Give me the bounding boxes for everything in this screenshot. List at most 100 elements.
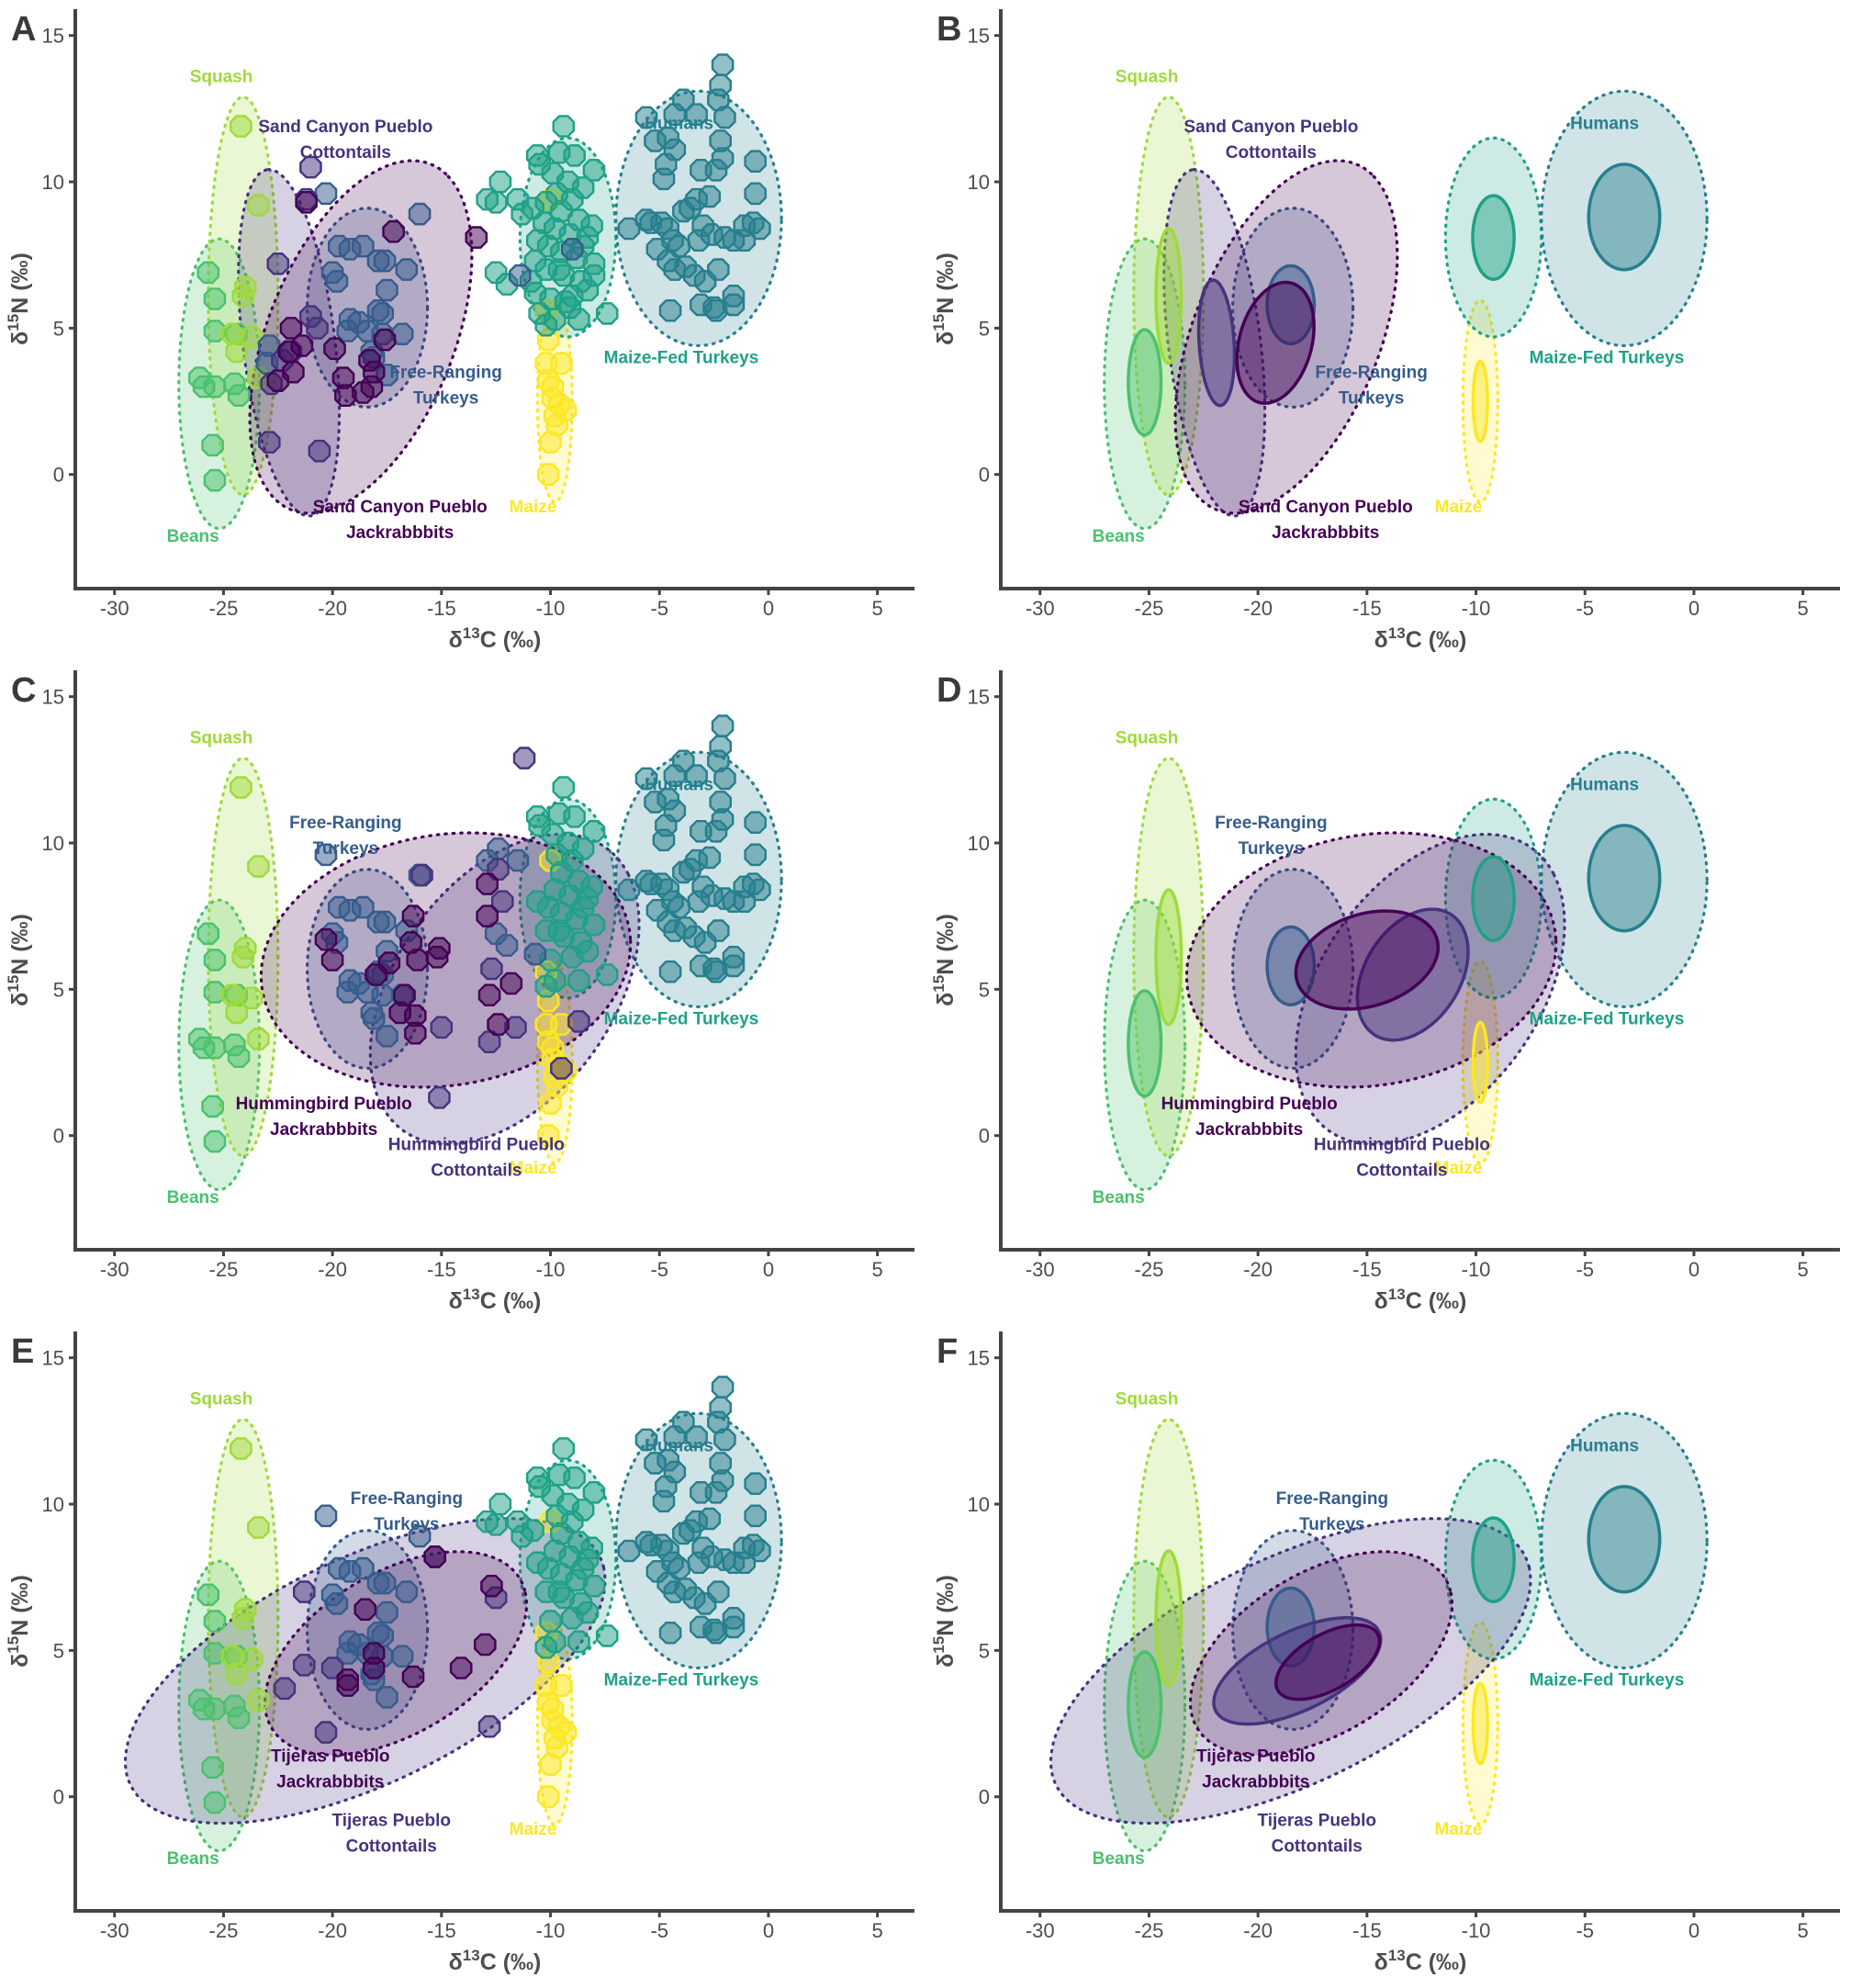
group-label-squash: Squash xyxy=(1116,68,1179,87)
data-point-humans xyxy=(617,878,641,902)
y-tick-label: 15 xyxy=(968,25,990,48)
data-point-cottontails xyxy=(266,253,290,275)
data-point-humans xyxy=(617,217,641,241)
data-point-free-ranging-turkeys xyxy=(376,1601,398,1624)
data-point-jackrabbits xyxy=(320,949,344,972)
data-point-humans xyxy=(722,954,746,978)
data-point-jackrabbits xyxy=(449,1657,473,1679)
data-point-squash xyxy=(247,1689,270,1712)
group-label-cottontails: Tijeras Pueblo Cottontails xyxy=(1257,1812,1376,1857)
data-point-maize xyxy=(541,387,565,410)
x-tick-label: -5 xyxy=(1576,1258,1594,1281)
y-tick-label: 10 xyxy=(968,171,990,194)
data-point-jackrabbits xyxy=(404,1021,427,1045)
x-tick-label: 0 xyxy=(763,1258,774,1281)
data-point-cottontails xyxy=(410,863,433,887)
ellipse95-maize-fed-turkeys xyxy=(1443,1458,1543,1661)
data-point-squash xyxy=(230,1437,252,1460)
group-label-squash: Squash xyxy=(190,68,253,87)
data-point-humans xyxy=(704,299,728,322)
data-point-cottontails xyxy=(428,1086,451,1109)
group-label-beans: Beans xyxy=(1093,1188,1145,1207)
data-point-humans xyxy=(744,1504,767,1528)
ellipse95-jackrabbits xyxy=(1188,1550,1454,1757)
sea-ellipse-squash xyxy=(1154,888,1184,1027)
data-point-beans xyxy=(203,949,227,972)
data-point-humans xyxy=(698,185,722,208)
panel-a: Beans Squash Maize Maize-Fed Turkeys Humans F… xyxy=(0,0,926,661)
data-point-jackrabbits xyxy=(363,1642,386,1665)
x-tick-label: 5 xyxy=(1798,597,1809,620)
sea-ellipse-maize-fed-turkeys xyxy=(1471,1516,1516,1603)
data-point-free-ranging-turkeys xyxy=(408,202,432,226)
x-axis-title: δ13C (‰) xyxy=(1374,1947,1467,1975)
group-label-maize: Maize xyxy=(510,498,557,517)
data-point-free-ranging-turkeys xyxy=(371,983,394,1006)
group-label-free-ranging-turkeys: Free-Ranging Turkeys xyxy=(1276,1489,1388,1534)
sea-ellipse-squash xyxy=(1154,227,1184,365)
group-label-cottontails: Hummingbird Pueblo Cottontails xyxy=(388,1136,565,1181)
ellipse95-humans xyxy=(1540,750,1709,1009)
data-point-cottontails xyxy=(273,1677,297,1701)
data-point-jackrabbits xyxy=(474,1633,497,1657)
ellipse95-free-ranging-turkeys xyxy=(1230,207,1355,410)
data-point-squash xyxy=(247,1516,270,1539)
group-label-squash: Squash xyxy=(190,729,253,748)
data-point-jackrabbits xyxy=(382,219,405,243)
x-tick-label: -20 xyxy=(1243,597,1273,620)
x-tick-label: -30 xyxy=(100,1258,129,1281)
data-point-jackrabbits xyxy=(499,972,523,995)
group-label-maize-fed-turkeys: Maize-Fed Turkeys xyxy=(604,1671,759,1690)
data-point-humans xyxy=(663,103,687,126)
data-point-humans xyxy=(690,159,712,182)
x-tick-label: -20 xyxy=(1243,1919,1273,1942)
data-point-maize-fed-turkeys xyxy=(567,1630,590,1654)
data-point-humans xyxy=(711,53,735,76)
data-point-humans xyxy=(744,843,767,867)
x-tick-label: -5 xyxy=(650,1919,668,1942)
x-tick-label: 5 xyxy=(872,1919,883,1942)
data-point-maize-fed-turkeys xyxy=(576,939,600,963)
sea-ellipse-jackrabbits xyxy=(1294,909,1441,1011)
data-point-maize-fed-turkeys xyxy=(582,159,606,182)
y-tick-label: 5 xyxy=(979,317,990,340)
x-tick-label: -20 xyxy=(1243,1258,1273,1281)
group-label-jackrabbits: Tijeras Pueblo Jackrabbbits xyxy=(271,1747,390,1791)
data-point-squash xyxy=(220,983,244,1006)
y-tick-label: 10 xyxy=(42,832,64,855)
data-point-free-ranging-turkeys xyxy=(352,895,375,919)
data-point-humans xyxy=(658,1622,682,1645)
group-label-cottontails: Sand Canyon Pueblo Cottontails xyxy=(1184,118,1358,163)
data-point-maize xyxy=(536,1124,560,1147)
data-point-maize-fed-turkeys xyxy=(484,191,508,214)
data-point-humans xyxy=(707,1580,730,1603)
data-point-maize-fed-turkeys xyxy=(552,115,576,138)
data-point-maize-fed-turkeys xyxy=(582,820,606,843)
data-point-squash xyxy=(225,1662,248,1686)
data-point-cottontails xyxy=(477,1030,501,1053)
data-point-jackrabbits xyxy=(476,904,499,927)
data-point-maize-fed-turkeys xyxy=(561,187,584,211)
data-point-maize xyxy=(539,431,562,454)
x-tick-label: -30 xyxy=(100,597,129,620)
data-point-jackrabbits xyxy=(353,1598,376,1621)
data-point-maize-fed-turkeys xyxy=(544,969,567,993)
data-point-free-ranging-turkeys xyxy=(395,258,419,281)
y-tick-label: 0 xyxy=(979,1786,990,1809)
data-point-free-ranging-turkeys xyxy=(395,1580,419,1603)
data-point-maize xyxy=(550,352,573,375)
data-point-humans xyxy=(744,811,767,834)
sea-ellipse-humans xyxy=(1587,163,1662,272)
data-point-jackrabbits xyxy=(323,337,346,360)
group-label-jackrabbits: Tijeras Pueblo Jackrabbbits xyxy=(1196,1747,1316,1791)
data-point-cottontails xyxy=(550,1057,573,1080)
y-tick-label: 0 xyxy=(53,464,64,487)
group-label-jackrabbits: Hummingbird Pueblo Jackrabbbits xyxy=(236,1095,412,1140)
group-label-maize-fed-turkeys: Maize-Fed Turkeys xyxy=(1530,1671,1685,1690)
group-label-maize: Maize xyxy=(1435,1820,1483,1839)
group-label-maize-fed-turkeys: Maize-Fed Turkeys xyxy=(604,1010,759,1029)
y-axis-title: δ15N (‰) xyxy=(930,253,959,345)
x-tick-label: -25 xyxy=(1135,597,1164,620)
data-point-free-ranging-turkeys xyxy=(495,934,519,957)
data-point-maize-fed-turkeys xyxy=(522,1519,544,1542)
